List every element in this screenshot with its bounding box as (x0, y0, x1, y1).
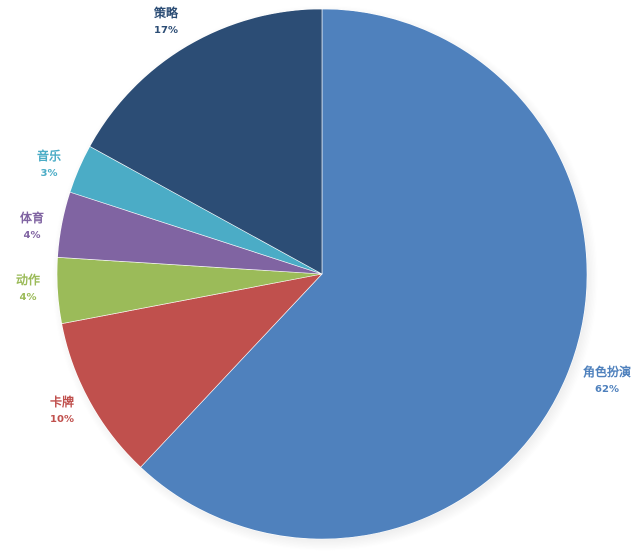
slice-name-label: 卡牌 (50, 394, 74, 409)
slice-percent-label: 4% (24, 230, 41, 241)
slice-percent-label: 17% (154, 25, 178, 36)
pie-slice-card (61, 273, 323, 468)
slice-label-strategy: 策略 17% (154, 5, 179, 36)
slice-percent-label: 10% (50, 414, 74, 425)
pie-slice-strategy (89, 8, 323, 275)
slice-label-music: 音乐 3% (37, 148, 61, 179)
slice-percent-label: 62% (595, 384, 619, 395)
slice-label-sports: 体育 4% (20, 210, 44, 241)
pie-slices (56, 8, 588, 540)
slice-label-role-playing: 角色扮演 62% (583, 364, 631, 395)
slice-name-label: 策略 (154, 5, 179, 20)
slice-name-label: 体育 (20, 210, 44, 225)
slice-label-action: 动作 4% (16, 272, 40, 303)
pie-slice-role-playing (140, 8, 588, 540)
slice-name-label: 音乐 (37, 148, 61, 163)
slice-name-label: 动作 (16, 272, 40, 287)
slice-percent-label: 3% (41, 168, 58, 179)
slice-percent-label: 4% (20, 292, 37, 303)
slice-name-label: 角色扮演 (583, 364, 631, 379)
slice-label-card: 卡牌 10% (50, 394, 74, 425)
pie-labels: 角色扮演 62% 卡牌 10% 动作 4% 体育 4% 音乐 3% 策略 17% (16, 5, 631, 425)
